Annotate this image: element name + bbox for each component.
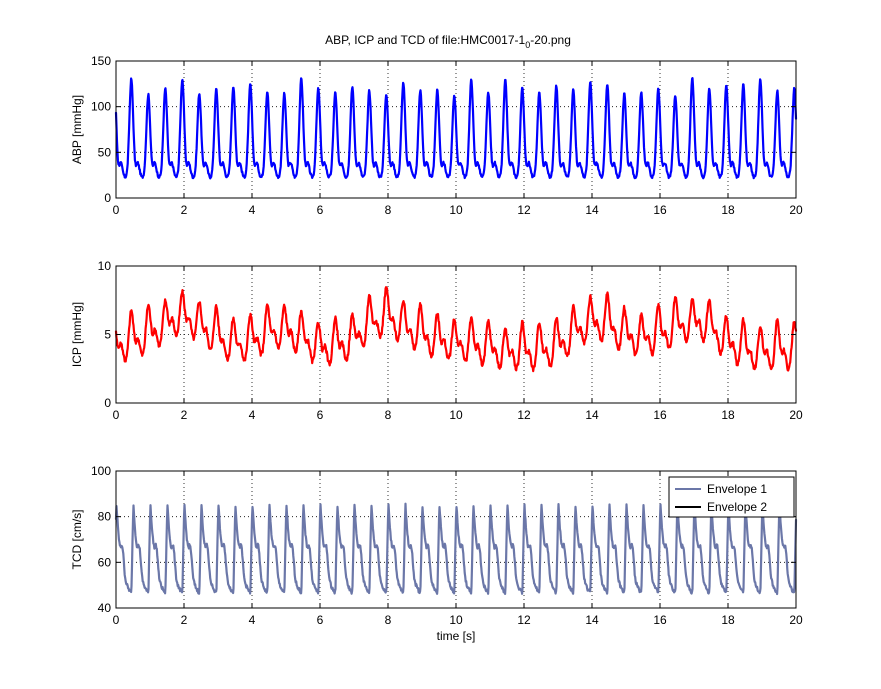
tcd-y-tick-label: 60 (98, 555, 112, 569)
abp-x-tick-label: 20 (789, 203, 803, 217)
abp-x-tick-label: 6 (317, 203, 324, 217)
abp-y-tick-label: 150 (91, 54, 111, 68)
icp-x-tick-label: 14 (585, 408, 599, 422)
tcd-legend-label: Envelope 1 (707, 482, 767, 496)
icp-x-tick-label: 8 (385, 408, 392, 422)
abp-y-axis-label: ABP [mmHg] (70, 95, 84, 164)
tcd-y-axis-label: TCD [cm/s] (70, 510, 84, 570)
icp-x-tick-label: 6 (317, 408, 324, 422)
icp-y-tick-label: 0 (104, 396, 111, 410)
tcd-legend-label: Envelope 2 (707, 500, 767, 514)
tcd-x-axis-label: time [s] (437, 629, 476, 643)
icp-x-tick-label: 16 (653, 408, 667, 422)
icp-series-line (114, 286, 798, 373)
icp-x-tick-label: 2 (181, 408, 188, 422)
tcd-x-tick-label: 16 (653, 613, 667, 627)
abp-x-tick-label: 18 (721, 203, 735, 217)
tcd-y-tick-label: 40 (98, 601, 112, 615)
tcd-legend: Envelope 1 Envelope 2 (668, 476, 795, 518)
icp-x-tick-label: 18 (721, 408, 735, 422)
icp-y-tick-label: 10 (98, 259, 112, 273)
tcd-x-tick-label: 10 (449, 613, 463, 627)
abp-x-tick-label: 4 (249, 203, 256, 217)
tcd-x-tick-label: 18 (721, 613, 735, 627)
abp-y-tick-label: 0 (104, 191, 111, 205)
abp-y-tick-label: 50 (98, 145, 112, 159)
axes-abp: 0 2 4 6 8 10 12 14 16 18 20 0 50 100 150 ABP [mmHg] (70, 54, 803, 217)
tcd-y-tick-label: 80 (98, 510, 112, 524)
tcd-x-tick-label: 20 (789, 613, 803, 627)
abp-x-tick-label: 2 (181, 203, 188, 217)
figure-title: ABP, ICP and TCD of file:HMC0017-10-20.p… (325, 33, 571, 50)
tcd-legend-box (668, 476, 795, 518)
abp-series-line (114, 77, 798, 180)
icp-x-tick-label: 0 (113, 408, 120, 422)
icp-x-tick-label: 20 (789, 408, 803, 422)
icp-x-tick-label: 4 (249, 408, 256, 422)
abp-x-tick-label: 10 (449, 203, 463, 217)
icp-y-axis-label: ICP [mmHg] (70, 302, 84, 367)
abp-x-tick-label: 8 (385, 203, 392, 217)
icp-x-tick-label: 10 (449, 408, 463, 422)
tcd-y-tick-label: 100 (91, 464, 111, 478)
abp-x-tick-label: 14 (585, 203, 599, 217)
tcd-x-tick-label: 4 (249, 613, 256, 627)
tcd-x-tick-label: 6 (317, 613, 324, 627)
tcd-x-tick-label: 0 (113, 613, 120, 627)
tcd-x-tick-label: 8 (385, 613, 392, 627)
tcd-x-tick-label: 14 (585, 613, 599, 627)
abp-x-tick-label: 0 (113, 203, 120, 217)
tcd-x-tick-label: 12 (517, 613, 531, 627)
abp-y-tick-label: 100 (91, 100, 111, 114)
axes-tcd: 0 2 4 6 8 10 12 14 16 18 20 40 60 80 100 TCD [cm/s] time… (70, 464, 803, 643)
tcd-series-line (114, 502, 798, 596)
abp-x-tick-label: 16 (653, 203, 667, 217)
axes-icp: 0 2 4 6 8 10 12 14 16 18 20 0 5 10 ICP [mmHg] (70, 259, 803, 422)
icp-x-tick-label: 12 (517, 408, 531, 422)
abp-x-tick-label: 12 (517, 203, 531, 217)
icp-y-tick-label: 5 (104, 328, 111, 342)
tcd-x-tick-label: 2 (181, 613, 188, 627)
